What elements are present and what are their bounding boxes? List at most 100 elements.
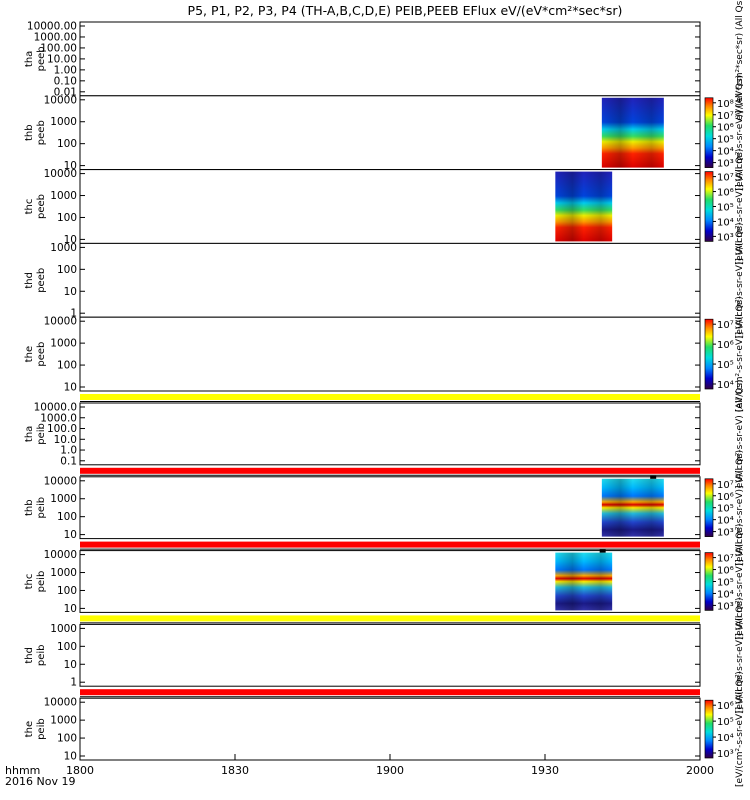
- colorbar: [704, 478, 714, 537]
- panel-the_peeb: 10000 1000 100 10 the peeb 10⁷ 10⁶ 10⁵ 10⁴ [eV/(cm…: [24, 296, 745, 412]
- x-tick-label: 2000: [686, 764, 714, 777]
- y-tick-label: 1.00: [54, 64, 77, 76]
- y-tick-label: 10000: [44, 94, 77, 106]
- y-axis-label-instrument: peib: [36, 423, 47, 445]
- y-tick-label: 10: [64, 659, 77, 671]
- colorbar-tick-label: 10⁴: [717, 733, 734, 744]
- y-axis-label-instrument: peeb: [36, 268, 47, 293]
- colorbar-label: [eV/(cm²-s-sr-eV)] (All Qs): [735, 450, 745, 566]
- colorbar-tick-label: 10³: [717, 749, 734, 760]
- y-tick-label: 0.01: [54, 86, 77, 98]
- colorbar-tick-label: 10⁶: [717, 188, 734, 199]
- panel-frame: [79, 476, 701, 540]
- y-tick-label: 100: [57, 585, 77, 597]
- colorbar-label: [eV/(cm²-s-sr-eV)] (All Qs): [735, 597, 745, 713]
- colorbar: [704, 97, 714, 168]
- y-tick-label: 1: [70, 677, 77, 689]
- y-tick-label: 100: [57, 511, 77, 523]
- panel-frame: [79, 550, 701, 613]
- y-axis-label-instrument: peib: [36, 718, 47, 740]
- colorbar-tick-label: 10⁵: [717, 504, 734, 515]
- panel-frame: [79, 402, 701, 466]
- time-axis-label-date: 2016 Nov 19: [5, 775, 75, 788]
- colorbar-tick-label: 10³: [717, 601, 734, 612]
- time-axis: 1800 1830 1900 1930 2000: [66, 754, 714, 777]
- y-tick-label: 10: [64, 234, 77, 246]
- y-axis-label-instrument: peeb: [36, 46, 47, 71]
- y-axis-label-probe: thb: [24, 499, 35, 516]
- panel-frame: [79, 316, 701, 392]
- y-tick-label: 10000.0: [34, 402, 77, 414]
- y-tick-label: 100: [57, 212, 77, 224]
- colorbar-tick-label: 10³: [717, 159, 734, 170]
- colorbar-tick-label: 10⁴: [717, 516, 734, 527]
- y-tick-label: 1000: [50, 493, 77, 505]
- y-axis-label-probe: the: [24, 346, 35, 362]
- y-tick-label: 10000: [44, 549, 77, 561]
- y-tick-label: 1000.0: [40, 412, 77, 424]
- colorbar-tick-label: 10⁴: [717, 147, 734, 158]
- y-axis-label-probe: thd: [24, 272, 35, 289]
- y-tick-label: 10: [64, 529, 77, 541]
- colorbar-tick-label: 10⁵: [717, 360, 734, 371]
- y-tick-label: 0.1: [60, 455, 77, 467]
- y-tick-label: 0.10: [54, 75, 77, 87]
- y-axis-label-probe: thc: [24, 574, 35, 590]
- panel-thd_peib: 1000 100 10 1 thd peib [eV/(cm²-s-sr-eV)] (All…: [24, 597, 745, 713]
- x-tick-label: 1900: [376, 764, 404, 777]
- status-bar: [80, 541, 700, 548]
- colorbar: [704, 318, 714, 390]
- x-tick-label: 1830: [221, 764, 249, 777]
- y-tick-label: 100: [57, 641, 77, 653]
- panel-plot-area: [80, 403, 700, 465]
- colorbar-tick-label: 10⁵: [717, 135, 734, 146]
- colorbar-tick-label: 10⁶: [717, 492, 734, 503]
- y-tick-label: 10000: [44, 168, 77, 180]
- y-axis-label-instrument: peib: [36, 571, 47, 593]
- y-axis-label-instrument: peeb: [36, 120, 47, 145]
- colorbar-label: [eV/(cm²-s-sr-eV)] (All Qs): [735, 296, 745, 412]
- y-tick-label: 10.00: [47, 53, 77, 65]
- y-tick-label: 10: [64, 751, 77, 763]
- colorbar-tick-label: 10⁴: [717, 589, 734, 600]
- y-tick-label: 1000: [50, 116, 77, 128]
- panel-plot-area: [80, 476, 700, 539]
- colorbar-tick-label: 10⁴: [717, 217, 734, 228]
- y-tick-label: 10000.00: [27, 21, 77, 33]
- y-tick-label: 100: [57, 733, 77, 745]
- y-axis-label-instrument: peeb: [36, 194, 47, 219]
- colorbar-label: [eV/(cm²-s-sr-eV)] (All Qs): [735, 671, 745, 787]
- panel-thd_peeb: 1000 100 10 1 thd peeb [eV/(cm²-s-sr-eV)] (All…: [24, 222, 745, 338]
- colorbar-tick-label: 10³: [717, 528, 734, 539]
- status-bar: [80, 615, 700, 622]
- y-axis-label-instrument: peib: [36, 644, 47, 666]
- colorbar-label: eV/(cm²-s-sr-eV) (All Qs): [735, 380, 745, 489]
- colorbar: [704, 552, 714, 611]
- colorbar-label: [eV/(cm²-s-sr-eV)] (All Qs): [735, 222, 745, 338]
- y-tick-label: 10000: [44, 316, 77, 328]
- y-tick-label: 1000: [50, 242, 77, 254]
- colorbar-tick-label: 10⁵: [717, 717, 734, 728]
- colorbar-tick-label: 10⁷: [717, 480, 734, 491]
- panel-plot-area: [80, 95, 700, 170]
- y-axis-label-instrument: peib: [36, 497, 47, 519]
- spectrogram-texture: [601, 478, 664, 537]
- y-tick-label: 1000: [50, 190, 77, 202]
- y-tick-label: 10000: [44, 475, 77, 487]
- colorbar-tick-label: 10⁵: [717, 203, 734, 214]
- y-tick-label: 1000: [50, 623, 77, 635]
- panel-plot-area: [80, 22, 700, 96]
- panel-the_peib: 10000 1000 100 10 the peib 10⁶ 10⁵ 10⁴ 10³ [eV/(cm…: [24, 671, 745, 787]
- status-bar: [80, 689, 700, 696]
- colorbar-tick-label: 10⁶: [717, 123, 734, 134]
- y-axis-label-probe: tha: [24, 51, 35, 67]
- panel-plot-area: [80, 243, 700, 318]
- y-axis-label-probe: tha: [24, 426, 35, 442]
- spectrogram-texture: [555, 171, 613, 242]
- colorbar: [704, 699, 714, 759]
- y-tick-label: 100.00: [40, 42, 77, 54]
